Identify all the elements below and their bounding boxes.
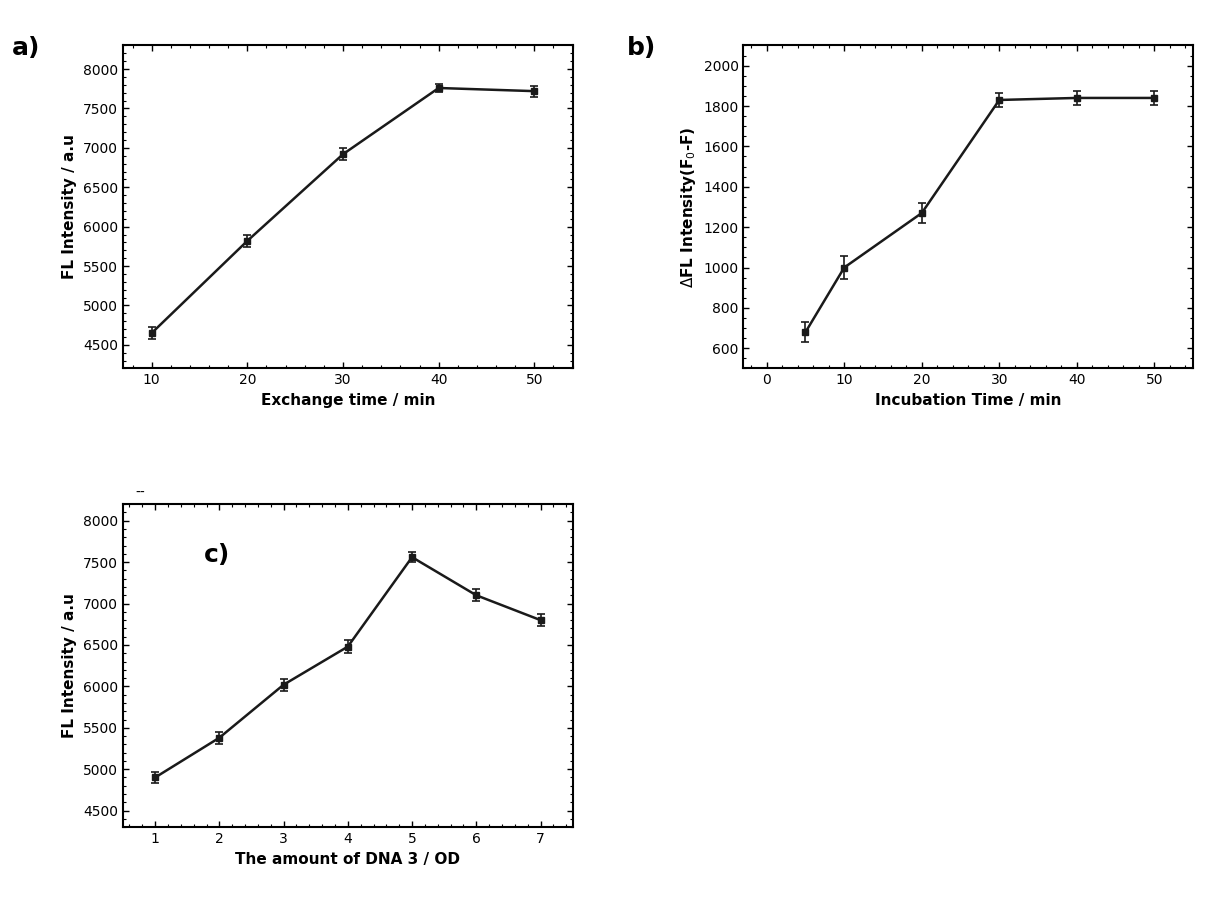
- X-axis label: The amount of DNA 3 / OD: The amount of DNA 3 / OD: [235, 852, 460, 866]
- X-axis label: Incubation Time / min: Incubation Time / min: [875, 393, 1061, 408]
- Y-axis label: $\Delta$FL Intensity(F$_0$-F): $\Delta$FL Intensity(F$_0$-F): [679, 126, 697, 288]
- Text: b): b): [627, 36, 657, 60]
- Text: --: --: [135, 485, 145, 500]
- Y-axis label: FL Intensity / a.u: FL Intensity / a.u: [63, 594, 77, 738]
- Text: a): a): [12, 36, 41, 60]
- Y-axis label: FL Intensity / a.u: FL Intensity / a.u: [63, 135, 77, 279]
- Text: c): c): [204, 543, 230, 567]
- X-axis label: Exchange time / min: Exchange time / min: [261, 393, 435, 408]
